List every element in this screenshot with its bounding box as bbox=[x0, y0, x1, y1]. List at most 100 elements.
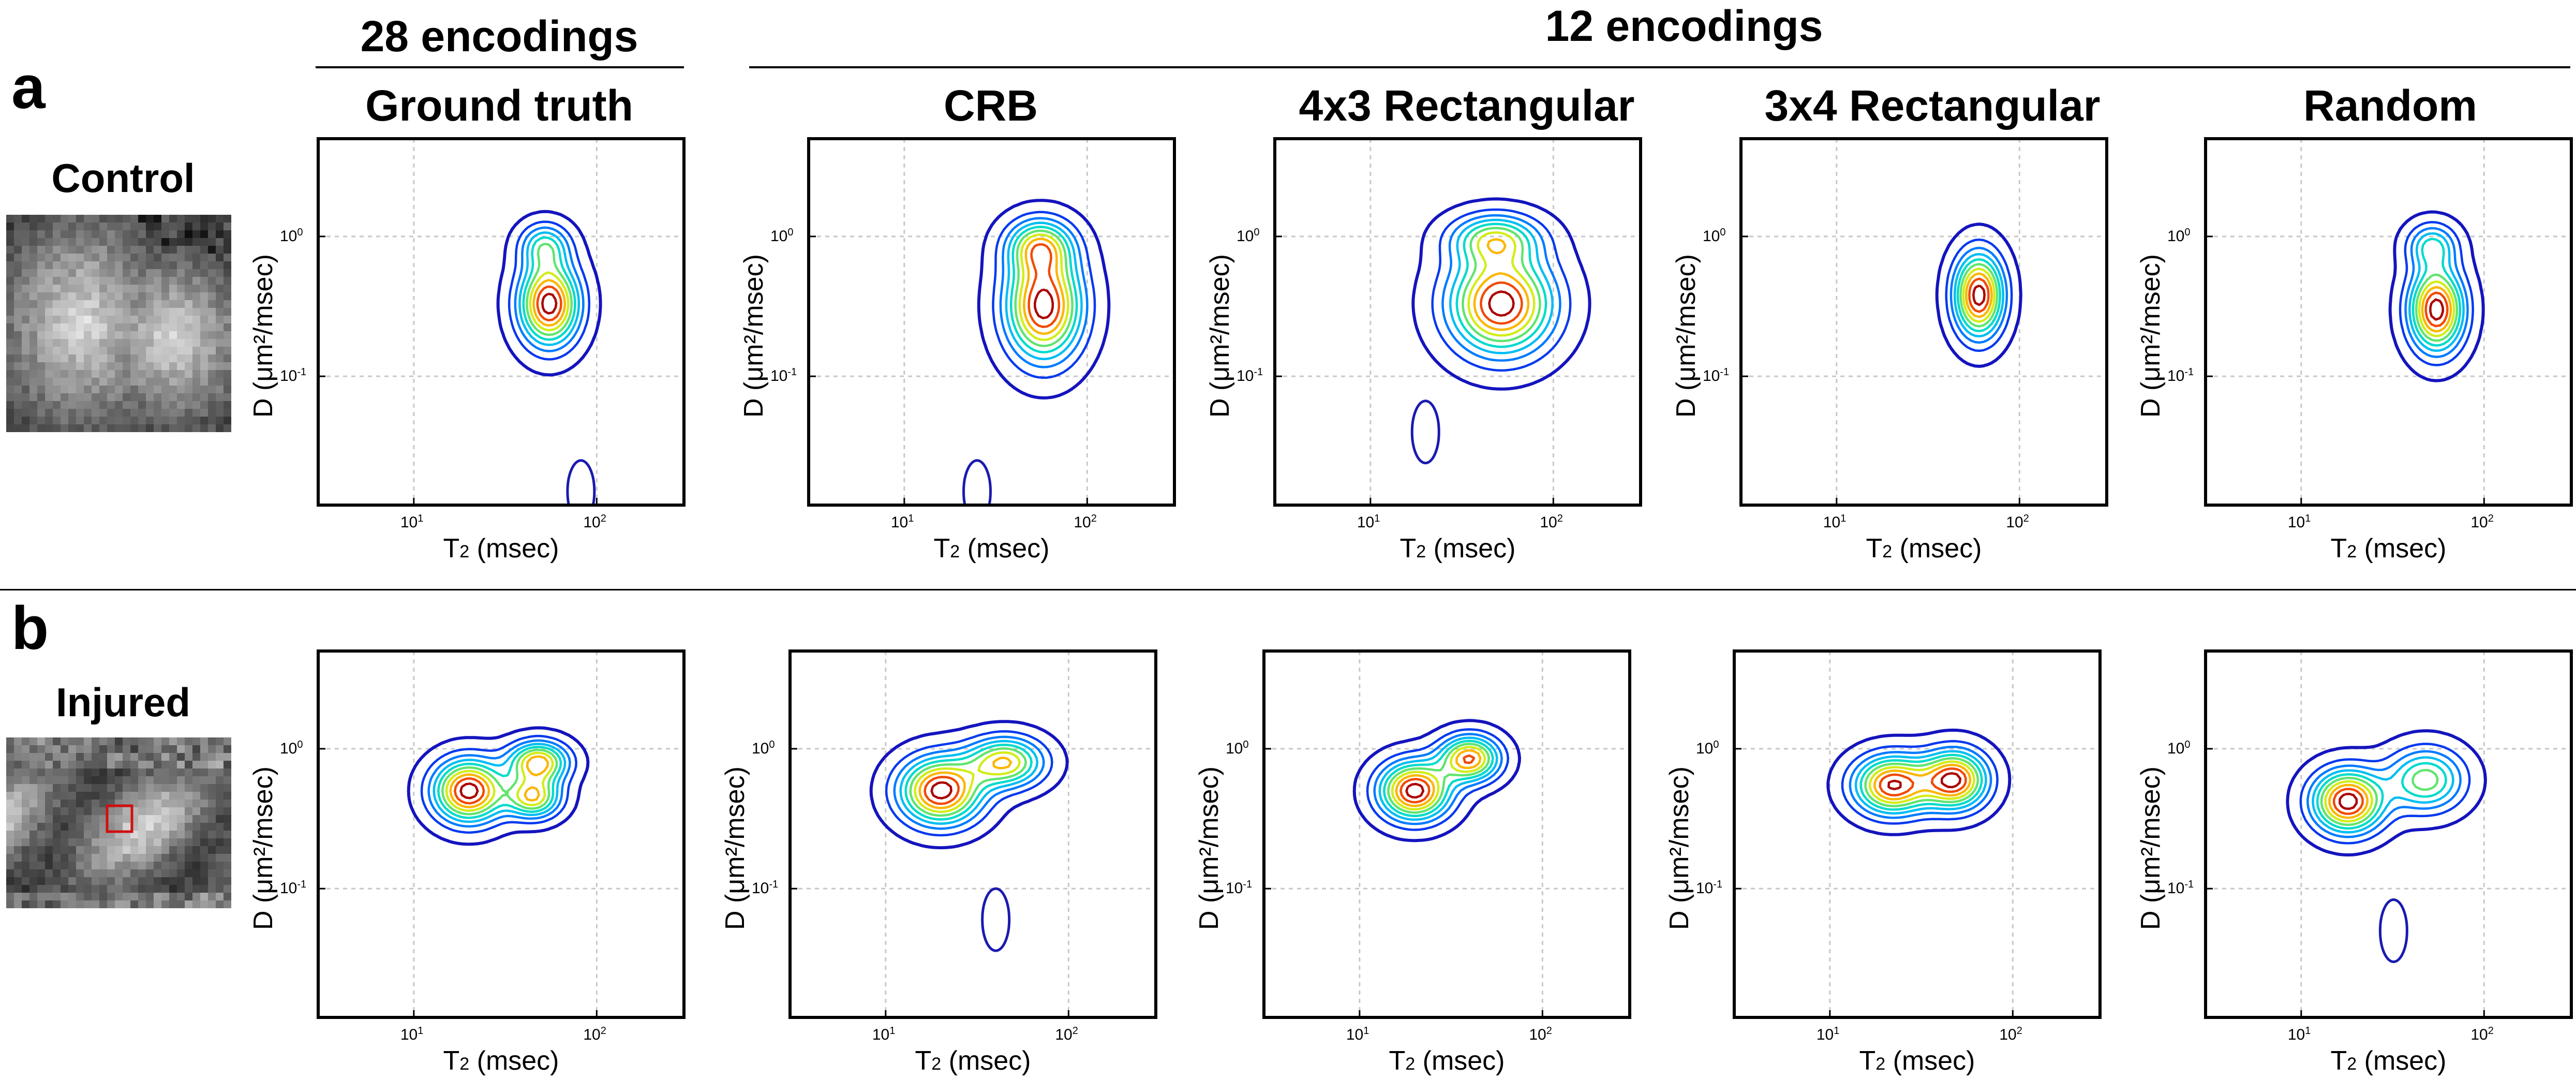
mri-pixel bbox=[200, 815, 208, 823]
mri-pixel bbox=[208, 277, 216, 285]
mri-pixel bbox=[22, 862, 29, 869]
mri-pixel bbox=[200, 784, 208, 792]
mri-pixel bbox=[92, 339, 99, 347]
mri-pixel bbox=[224, 277, 231, 285]
contour-group bbox=[2388, 210, 2485, 382]
mri-pixel bbox=[99, 223, 107, 230]
mri-pixel bbox=[99, 862, 107, 869]
contour-line-level-8 bbox=[2328, 784, 2369, 819]
mri-pixel bbox=[22, 316, 29, 323]
mri-pixel bbox=[208, 745, 216, 753]
mri-pixel bbox=[224, 292, 231, 300]
mri-pixel bbox=[224, 900, 231, 908]
mri-pixel bbox=[146, 223, 154, 230]
mri-pixel bbox=[200, 300, 208, 308]
plot-injured-crb: 101 102 100 10-1 T2 (msec) D (μm²/msec) bbox=[720, 649, 1157, 1074]
mri-pixel bbox=[192, 292, 200, 300]
mri-pixel bbox=[161, 254, 169, 261]
mri-pixel bbox=[45, 370, 53, 378]
mri-pixel bbox=[169, 401, 177, 409]
mri-pixel bbox=[76, 285, 84, 292]
mri-pixel bbox=[224, 393, 231, 401]
mri-pixel bbox=[45, 292, 53, 300]
mri-pixel bbox=[22, 339, 29, 347]
mri-pixel bbox=[14, 424, 22, 432]
plot-frame bbox=[317, 137, 686, 507]
contour-line-level-1 bbox=[1411, 197, 1591, 391]
mri-pixel bbox=[68, 424, 76, 432]
mri-pixel bbox=[76, 316, 84, 323]
mri-pixel bbox=[138, 838, 146, 846]
mri-pixel bbox=[123, 761, 130, 768]
y-axis-label: D (μm²/msec) bbox=[1664, 766, 1694, 930]
y-axis-label: D (μm²/msec) bbox=[248, 254, 278, 418]
mri-pixel bbox=[130, 753, 138, 761]
mri-pixel bbox=[76, 308, 84, 316]
mri-pixel bbox=[130, 401, 138, 409]
contour-line-level-1 bbox=[1352, 719, 1521, 842]
y-tick-label: 10-1 bbox=[1703, 366, 1730, 385]
x-tick-label: 101 bbox=[2287, 1025, 2311, 1043]
mri-pixel bbox=[224, 316, 231, 323]
mri-pixel bbox=[6, 370, 14, 378]
mri-pixel bbox=[123, 862, 130, 869]
mri-pixel bbox=[130, 846, 138, 854]
mri-pixel bbox=[14, 261, 22, 269]
mri-pixel bbox=[154, 784, 161, 792]
mri-pixel bbox=[161, 776, 169, 784]
contour-line-level-10 bbox=[1405, 782, 1425, 799]
plot-injured-3x4-rectangular: 101 102 100 10-1 T2 (msec) D (μm²/msec) bbox=[1664, 649, 2102, 1074]
mri-pixel bbox=[123, 246, 130, 254]
mri-pixel bbox=[154, 261, 161, 269]
mri-pixel bbox=[37, 409, 45, 417]
mri-pixel bbox=[200, 261, 208, 269]
mri-pixel bbox=[22, 784, 29, 792]
mri-pixel bbox=[200, 862, 208, 869]
mri-pixel bbox=[169, 753, 177, 761]
mri-pixel bbox=[107, 854, 115, 862]
mri-pixel bbox=[185, 869, 192, 877]
mri-pixel bbox=[154, 354, 161, 362]
mri-pixel bbox=[45, 893, 53, 900]
mri-pixel bbox=[177, 347, 185, 354]
contour-plot-control-random bbox=[2204, 137, 2573, 507]
mri-pixel bbox=[14, 401, 22, 409]
mri-pixel bbox=[200, 869, 208, 877]
mri-pixel bbox=[185, 776, 192, 784]
mri-pixel bbox=[84, 285, 92, 292]
contour-line-level-10 bbox=[1488, 290, 1515, 317]
mri-pixel bbox=[68, 838, 76, 846]
mri-pixel bbox=[138, 378, 146, 386]
mri-pixel bbox=[99, 285, 107, 292]
mri-pixel bbox=[22, 885, 29, 893]
mri-pixel bbox=[45, 831, 53, 838]
mri-pixel bbox=[177, 854, 185, 862]
mri-pixel bbox=[185, 261, 192, 269]
mri-pixel bbox=[61, 831, 68, 838]
mri-pixel bbox=[61, 768, 68, 776]
mri-pixel bbox=[37, 737, 45, 745]
mri-pixel bbox=[200, 409, 208, 417]
mri-pixel bbox=[177, 768, 185, 776]
mri-pixel bbox=[107, 316, 115, 323]
mri-pixel bbox=[161, 417, 169, 424]
mri-pixel bbox=[138, 417, 146, 424]
mri-pixel bbox=[224, 893, 231, 900]
mri-pixel bbox=[45, 768, 53, 776]
mri-pixel bbox=[200, 323, 208, 331]
mri-pixel bbox=[208, 223, 216, 230]
mri-pixel bbox=[76, 417, 84, 424]
mri-pixel bbox=[107, 254, 115, 261]
mri-pixel bbox=[14, 409, 22, 417]
mri-pixel bbox=[107, 223, 115, 230]
mri-pixel bbox=[115, 792, 123, 800]
mri-pixel bbox=[130, 854, 138, 862]
x-tick-label: 102 bbox=[2006, 513, 2029, 531]
mri-pixel bbox=[216, 285, 224, 292]
mri-pixel bbox=[224, 254, 231, 261]
mri-pixel bbox=[76, 784, 84, 792]
mri-pixel bbox=[22, 753, 29, 761]
mri-pixel bbox=[99, 737, 107, 745]
mri-pixel bbox=[224, 246, 231, 254]
mri-pixel bbox=[200, 823, 208, 831]
